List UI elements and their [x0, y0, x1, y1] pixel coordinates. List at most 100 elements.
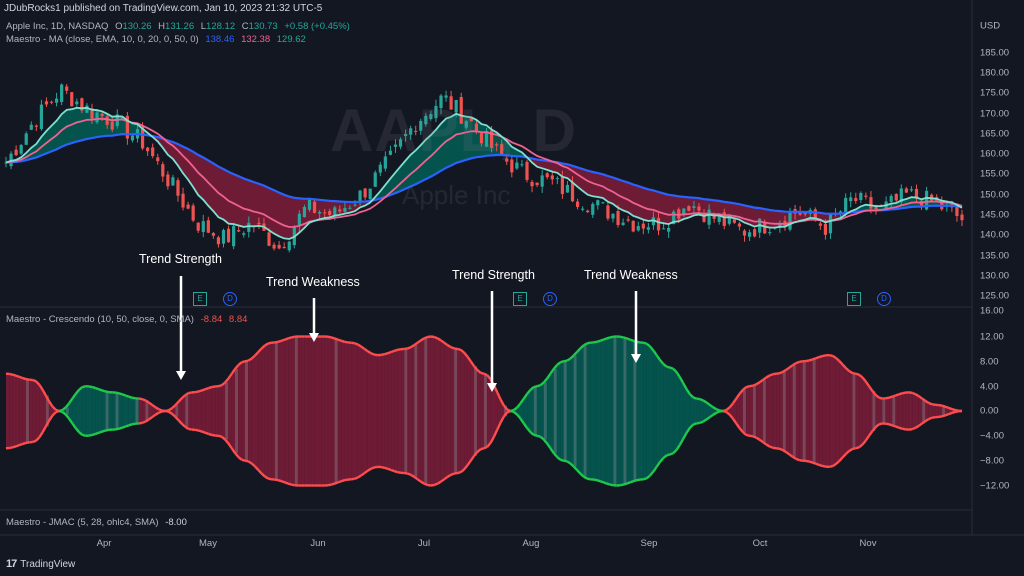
candle-body [510, 159, 514, 173]
crescendo-lower-line [586, 477, 591, 481]
crescendo-fill [79, 387, 83, 435]
crescendo-lower-line [898, 426, 903, 430]
candle-body [692, 206, 696, 208]
crescendo-lower-line [35, 436, 41, 442]
ma-indicator-name[interactable]: Maestro - MA (close, EMA, 10, 0, 20, 0, … [6, 34, 199, 45]
crescendo-lower-line [68, 417, 74, 425]
crescendo-bar [852, 373, 856, 449]
crescendo-fill [39, 384, 43, 438]
crescendo-lower-line [154, 411, 160, 416]
crescendo-upper-line [260, 344, 266, 350]
candle-body [484, 131, 489, 147]
crescendo-upper-line [98, 388, 103, 392]
crescendo-lower-line [822, 464, 827, 468]
crescendo-lower-line [808, 460, 813, 464]
crescendo-fill [620, 336, 624, 486]
crescendo-upper-line [211, 385, 216, 389]
crescendo-upper-line [606, 336, 611, 340]
price-tick: 170.00 [980, 108, 1010, 120]
crescendo-lower-line [576, 469, 582, 475]
crescendo-upper-line [888, 395, 893, 399]
crescendo-upper-line [274, 340, 279, 344]
symbol-label[interactable]: Apple Inc, 1D, NASDAQ [6, 21, 109, 32]
crescendo-fill [69, 398, 73, 424]
crescendo-upper-line [752, 383, 757, 387]
crescendo-lower-line [98, 430, 103, 434]
crescendo-upper-line [12, 373, 17, 377]
crescendo-lower-line [864, 435, 871, 442]
crescendo-upper-line [858, 373, 864, 379]
crescendo-lower-line [25, 441, 30, 445]
crescendo-lower-line [330, 482, 335, 486]
ma-legend[interactable]: Maestro - MA (close, EMA, 10, 0, 20, 0, … [6, 34, 306, 45]
crescendo-upper-line [174, 400, 180, 407]
crescendo-lower-line [334, 481, 339, 485]
crescendo-lower-line [692, 422, 697, 426]
crescendo-legend[interactable]: Maestro - Crescendo (10, 50, close, 0, S… [6, 314, 247, 325]
crescendo-fill [374, 354, 378, 468]
candle-body [181, 193, 185, 208]
crescendo-fill [334, 338, 338, 484]
crescendo-lower-line [593, 478, 598, 482]
crescendo-lower-line [599, 480, 604, 484]
candle-body [444, 95, 448, 98]
price-tick: 150.00 [980, 189, 1010, 201]
crescendo-fill [142, 399, 146, 423]
candle-body [358, 190, 362, 203]
crescendo-fill [855, 373, 860, 449]
crescendo-fill [852, 373, 856, 449]
candle-body [631, 220, 635, 232]
crescendo-upper-line [230, 368, 237, 375]
crescendo-lower-line [463, 464, 469, 471]
price-axis[interactable]: USD 185.00 180.00 175.00 170.00 165.00 1… [974, 0, 1024, 535]
crescendo-upper-line [267, 341, 272, 345]
candle-body [672, 211, 676, 225]
open-value: 130.26 [122, 21, 152, 32]
crescendo-upper-line [340, 339, 345, 343]
candle-body [919, 200, 924, 208]
candle-body [727, 216, 731, 224]
crescendo-fill [185, 393, 189, 429]
candle-body [247, 222, 251, 232]
candle-body [363, 188, 367, 198]
crescendo-fill [623, 337, 627, 485]
candle-body [454, 100, 458, 113]
earnings-badge[interactable]: E [513, 292, 527, 306]
earnings-badge[interactable]: E [847, 292, 861, 306]
candle-body [611, 213, 615, 219]
crescendo-upper-line [725, 406, 731, 411]
crescendo-lower-line [645, 474, 651, 480]
dividend-badge[interactable]: D [543, 292, 557, 306]
time-axis[interactable]: Apr May Jun Jul Aug Sep Oct Nov [0, 536, 1024, 554]
dividend-badge[interactable]: D [877, 292, 891, 306]
crescendo-upper-line [118, 392, 123, 396]
price-legend[interactable]: Apple Inc, 1D, NASDAQ O130.26 H131.26 L1… [6, 21, 350, 32]
candle-body [125, 115, 129, 139]
crescendo-upper-line [354, 342, 359, 346]
crescendo-upper-line [728, 402, 734, 409]
jmac-indicator-name[interactable]: Maestro - JMAC (5, 28, ohlc4, SMA) [6, 517, 159, 528]
crescendo-fill [570, 355, 574, 467]
crescendo-lower-line [201, 430, 206, 434]
candle-body [626, 219, 630, 221]
crescendo-fill [762, 377, 767, 445]
crescendo-indicator-name[interactable]: Maestro - Crescendo (10, 50, close, 0, S… [6, 314, 194, 325]
crescendo-lower-line [871, 426, 877, 432]
tradingview-footer[interactable]: 17 TradingView [6, 558, 75, 570]
crescendo-lower-line [247, 460, 253, 465]
price-tick: 135.00 [980, 250, 1010, 262]
candle-body [763, 222, 767, 234]
earnings-badge[interactable]: E [193, 292, 207, 306]
crescendo-lower-line [74, 427, 80, 433]
osc-tick: 0.00 [980, 405, 999, 417]
candle-body [14, 149, 18, 156]
candle-body [383, 156, 387, 169]
jmac-legend[interactable]: Maestro - JMAC (5, 28, ohlc4, SMA) -8.00 [6, 517, 187, 528]
crescendo-lower-line [244, 459, 249, 463]
crescendo-upper-line [785, 366, 791, 371]
crescendo-fill [643, 342, 647, 480]
crescendo-upper-line [516, 402, 522, 409]
crescendo-fill [308, 336, 312, 486]
dividend-badge[interactable]: D [223, 292, 237, 306]
